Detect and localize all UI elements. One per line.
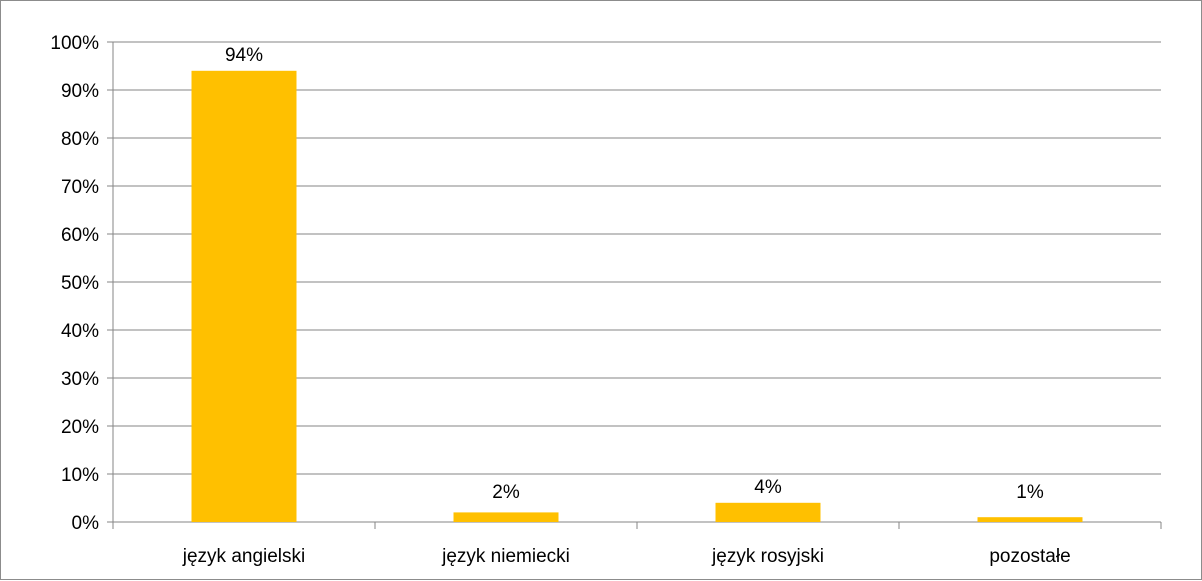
x-category-label: język niemiecki	[441, 546, 570, 567]
data-label: 94%	[225, 45, 263, 66]
bar	[977, 517, 1083, 522]
data-label: 2%	[492, 482, 520, 503]
y-tick-label: 0%	[72, 513, 100, 534]
y-tick-label: 40%	[61, 321, 99, 342]
bar	[453, 512, 559, 522]
bar	[191, 70, 297, 523]
y-tick-label: 30%	[61, 369, 99, 390]
x-category-label: język rosyjski	[711, 546, 824, 567]
x-category-label: język angielski	[182, 546, 306, 567]
bar	[715, 502, 821, 522]
data-label: 4%	[754, 477, 782, 498]
x-category-label: pozostałe	[989, 546, 1070, 567]
y-tick-label: 50%	[61, 273, 99, 294]
y-tick-label: 70%	[61, 177, 99, 198]
y-tick-label: 20%	[61, 417, 99, 438]
bars	[191, 70, 1083, 523]
x-axis-category-labels: język angielski język niemiecki język rosy…	[182, 546, 1071, 567]
y-axis-tick-labels: 0% 10% 20% 30% 40% 50% 60% 70% 80% 90% 100%	[50, 33, 99, 534]
y-tick-label: 60%	[61, 225, 99, 246]
data-label: 1%	[1016, 482, 1044, 503]
data-labels: 94% 2% 4% 1%	[225, 45, 1044, 503]
y-tick-label: 80%	[61, 129, 99, 150]
y-tick-label: 10%	[61, 465, 99, 486]
y-tick-label: 100%	[50, 33, 99, 54]
y-tick-label: 90%	[61, 81, 99, 102]
